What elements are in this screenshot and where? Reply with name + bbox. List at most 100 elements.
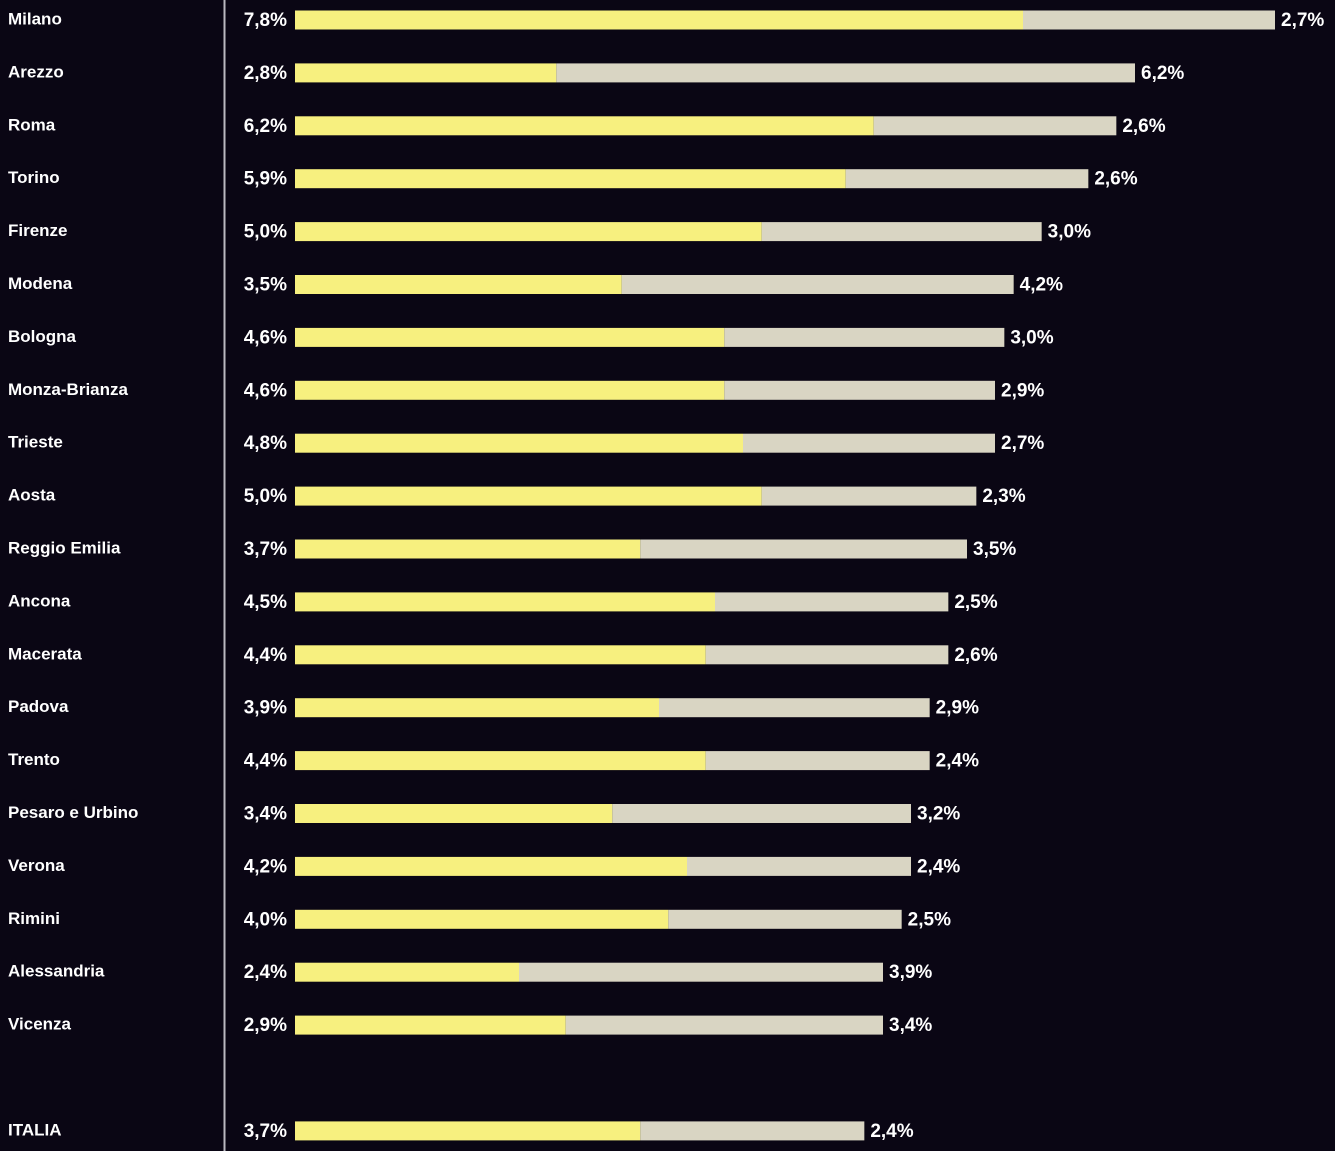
value-label: 4,0% xyxy=(244,909,287,930)
bar-segment xyxy=(295,486,762,506)
value-label: 3,0% xyxy=(1010,327,1053,348)
bar-segment xyxy=(295,327,725,347)
bar-segment xyxy=(761,486,977,506)
bar-segment xyxy=(295,433,743,453)
value-label: 3,0% xyxy=(1048,222,1091,243)
value-label: 3,9% xyxy=(244,698,287,719)
value-label: 2,6% xyxy=(954,645,997,666)
category-label: Monza-Brianza xyxy=(8,380,129,399)
value-label: 2,8% xyxy=(244,63,287,84)
bar-segment xyxy=(873,116,1117,136)
bar-segment xyxy=(295,275,622,294)
bar-segment xyxy=(295,63,557,83)
bar-segment xyxy=(761,222,1042,242)
value-label: 3,9% xyxy=(889,962,932,983)
value-label: 3,5% xyxy=(244,275,287,296)
value-label: 2,9% xyxy=(1001,380,1044,401)
value-label: 3,4% xyxy=(244,804,287,825)
bar-segment xyxy=(295,592,715,612)
value-label: 2,4% xyxy=(936,751,979,772)
bar-segment xyxy=(295,751,706,771)
bar-segment xyxy=(743,433,995,453)
bar-segment xyxy=(295,645,706,665)
value-label: 2,4% xyxy=(917,856,960,877)
bar-segment xyxy=(845,169,1089,189)
bar-segment xyxy=(724,327,1005,347)
category-label: Milano xyxy=(8,9,62,28)
bar-segment xyxy=(705,645,949,665)
bar-segment xyxy=(295,698,659,718)
bar-segment xyxy=(295,222,762,242)
value-label: 4,6% xyxy=(244,327,287,348)
category-label: Firenze xyxy=(8,221,68,240)
value-label: 2,6% xyxy=(1122,116,1165,137)
bar-segment xyxy=(687,856,911,876)
value-label: 2,9% xyxy=(244,1015,287,1036)
bar-segment xyxy=(640,539,967,559)
bar-segment xyxy=(621,275,1014,294)
value-label: 3,7% xyxy=(244,539,287,560)
value-label: 2,4% xyxy=(870,1121,913,1142)
bar-segment xyxy=(295,1015,566,1035)
bar-segment xyxy=(295,10,1023,30)
value-label: 6,2% xyxy=(244,116,287,137)
bar-segment xyxy=(295,1121,641,1141)
bar-segment xyxy=(640,1121,865,1141)
value-label: 2,6% xyxy=(1094,169,1137,190)
category-label: Reggio Emilia xyxy=(8,538,121,557)
category-label: Trieste xyxy=(8,433,63,452)
value-label: 5,0% xyxy=(244,486,287,507)
category-label: Padova xyxy=(8,697,69,716)
bar-segment xyxy=(556,63,1135,83)
value-label: 2,9% xyxy=(936,698,979,719)
value-label: 4,6% xyxy=(244,380,287,401)
bar-segment xyxy=(295,116,874,136)
value-label: 4,4% xyxy=(244,751,287,772)
bar-segment xyxy=(724,380,995,400)
category-label: Alessandria xyxy=(8,962,105,981)
category-label: Arezzo xyxy=(8,62,64,81)
bar-segment xyxy=(295,909,669,929)
value-label: 3,4% xyxy=(889,1015,932,1036)
value-label: 4,8% xyxy=(244,433,287,454)
category-label: Vicenza xyxy=(8,1015,72,1034)
value-label: 2,5% xyxy=(954,592,997,613)
category-label: Roma xyxy=(8,115,56,134)
bar-segment xyxy=(612,804,911,823)
value-label: 2,4% xyxy=(244,962,287,983)
bar-segment xyxy=(705,751,930,771)
bar-segment xyxy=(659,698,930,718)
value-label: 2,7% xyxy=(1281,10,1324,31)
category-label: Macerata xyxy=(8,644,82,663)
value-label: 3,5% xyxy=(973,539,1016,560)
category-label: ITALIA xyxy=(8,1120,62,1139)
value-label: 2,3% xyxy=(982,486,1025,507)
category-label: Aosta xyxy=(8,486,56,505)
bar-segment xyxy=(668,909,902,929)
bar-segment xyxy=(295,380,725,400)
bar-segment xyxy=(295,539,641,559)
bar-segment xyxy=(1023,10,1275,30)
category-label: Pesaro e Urbino xyxy=(8,803,138,822)
value-label: 3,7% xyxy=(244,1121,287,1142)
bar-segment xyxy=(295,804,613,823)
category-label: Trento xyxy=(8,750,60,769)
value-label: 7,8% xyxy=(244,10,287,31)
bar-segment xyxy=(565,1015,883,1035)
value-label: 4,2% xyxy=(244,856,287,877)
value-label: 4,4% xyxy=(244,645,287,666)
value-label: 5,9% xyxy=(244,169,287,190)
bar-segment xyxy=(295,856,687,876)
bar-segment xyxy=(295,962,519,982)
category-label: Verona xyxy=(8,856,65,875)
category-label: Bologna xyxy=(8,327,77,346)
value-label: 5,0% xyxy=(244,222,287,243)
value-label: 2,5% xyxy=(908,909,951,930)
bar-segment xyxy=(295,169,846,189)
category-label: Ancona xyxy=(8,591,71,610)
bar-segment xyxy=(519,962,883,982)
value-label: 3,2% xyxy=(917,804,960,825)
category-label: Modena xyxy=(8,274,73,293)
